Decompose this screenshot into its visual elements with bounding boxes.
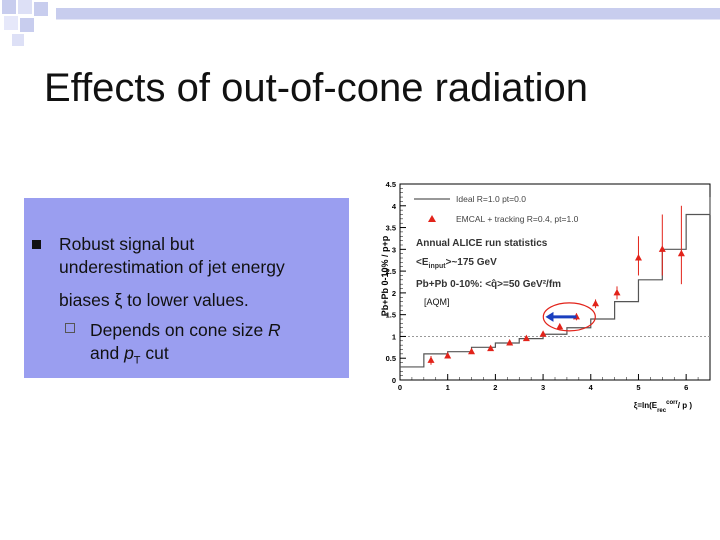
bullet-line-3: biases ξ to lower values. <box>59 290 249 310</box>
xi-symbol: ξ <box>114 290 123 310</box>
y-axis-label: Pb+Pb 0-10% / p+p <box>380 235 390 316</box>
legend: Ideal R=1.0 pt=0.0 EMCAL + tracking R=0.… <box>414 194 579 224</box>
decorative-squares <box>2 0 720 46</box>
y-tick-label: 4.5 <box>386 180 396 189</box>
legend-entry-ideal: Ideal R=1.0 pt=0.0 <box>456 194 526 204</box>
sub-bullet-box-icon <box>65 323 75 333</box>
bullet-panel: Robust signal but underestimation of jet… <box>24 198 349 378</box>
y-tick-label: 1 <box>392 332 396 341</box>
x-tick-label: 3 <box>541 383 545 392</box>
y-tick-label: 0.5 <box>386 354 396 363</box>
data-point-triangle <box>556 322 564 330</box>
data-point-triangle <box>522 334 530 342</box>
annotation-run-stats: Annual ALICE run statistics <box>416 238 548 249</box>
y-tick-label: 1.5 <box>386 311 396 320</box>
annotation-collision: Pb+Pb 0-10%: <q̂>=50 GeV²/fm <box>416 279 561 290</box>
y-tick-label: 2 <box>392 289 396 298</box>
legend-triangle-marker <box>428 215 436 222</box>
highlight-ellipse <box>542 302 596 332</box>
xi-ratio-chart: 0 0.5 1 1.5 2 2.5 3 3.5 4 4.5 0 1 2 3 4 5 6 Pb+Pb 0-10% … <box>380 180 711 414</box>
x-tick-label: 4 <box>589 383 594 392</box>
bullet-line-2: underestimation of jet energy <box>59 257 285 277</box>
x-axis-label: ξ=ln(Ereccorr/ p ) <box>634 400 693 414</box>
data-point-triangle <box>427 356 435 363</box>
data-point-triangle <box>634 254 642 261</box>
sub-bullet-line-1: Depends on cone size R <box>90 320 281 340</box>
x-tick-label: 5 <box>636 383 640 392</box>
data-point-triangle <box>487 344 495 352</box>
y-tick-label: 3 <box>392 245 396 254</box>
y-tick-label: 4 <box>392 202 397 211</box>
slide-title: Effects of out-of-cone radiation <box>44 66 589 110</box>
data-point-triangle <box>613 288 621 296</box>
bullet-line-1: Robust signal but <box>59 234 195 254</box>
x-tick-label: 0 <box>398 383 402 392</box>
y-tick-label: 3.5 <box>386 224 396 233</box>
legend-entry-emcal: EMCAL + tracking R=0.4, pt=1.0 <box>456 214 579 224</box>
y-tick-label: 2.5 <box>386 267 396 276</box>
x-tick-label: 6 <box>684 383 688 392</box>
x-tick-label: 2 <box>493 383 497 392</box>
data-point-triangle <box>592 299 600 307</box>
plot-frame <box>399 183 711 381</box>
data-point-triangle <box>444 352 452 359</box>
data-point-triangle <box>506 338 514 346</box>
data-point-triangle <box>658 245 666 252</box>
data-point-triangle <box>539 330 547 337</box>
annotation-ref: [AQM] <box>424 297 450 307</box>
data-point-triangle <box>677 249 685 257</box>
sub-bullet-line-2: and pT cut <box>90 343 169 367</box>
x-tick-label: 1 <box>446 383 450 392</box>
bullet-square-icon <box>32 240 41 249</box>
shift-arrow-head <box>545 311 554 322</box>
data-point-triangle <box>468 347 476 355</box>
annotation-einput: <Einput>~175 GeV <box>416 257 497 270</box>
y-tick-label: 0 <box>392 376 396 385</box>
